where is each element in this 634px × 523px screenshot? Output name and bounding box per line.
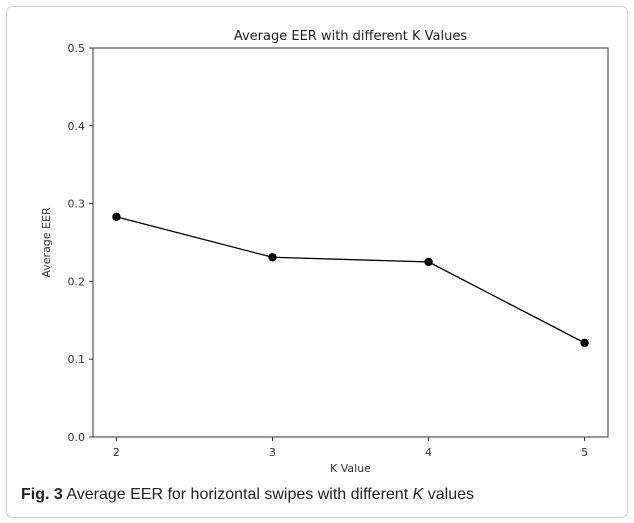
x-tick-label: 3 xyxy=(269,446,276,459)
caption-italic: K xyxy=(412,486,424,503)
x-tick-label: 5 xyxy=(581,446,588,459)
caption-text-before: Average EER for horizontal swipes with d… xyxy=(66,486,409,503)
data-point xyxy=(424,257,433,267)
figure-frame xyxy=(6,6,628,518)
data-point xyxy=(268,253,277,262)
y-tick-label: 0.3 xyxy=(68,198,86,211)
y-tick-label: 0.2 xyxy=(68,275,86,288)
chart-title: Average EER with different K Values xyxy=(234,29,468,44)
x-tick-label: 2 xyxy=(113,446,120,459)
y-axis-title: Average EER xyxy=(40,207,53,278)
data-point xyxy=(112,212,121,222)
x-axis: 2 3 4 5 xyxy=(113,437,588,459)
y-tick-label: 0.0 xyxy=(68,431,86,444)
line-chart: 0.0 0.1 0.2 0.3 0.4 0.5 2 3 4 5 Average EER with… xyxy=(40,29,609,475)
figure-caption: Fig. 3 Average EER for horizontal swipes… xyxy=(21,486,621,504)
data-point xyxy=(580,338,589,348)
x-tick-label: 4 xyxy=(425,446,432,459)
caption-text-after: values xyxy=(427,486,474,503)
y-tick-label: 0.1 xyxy=(68,353,86,366)
x-axis-title: K Value xyxy=(330,462,371,475)
y-tick-label: 0.5 xyxy=(68,42,86,55)
caption-label: Fig. 3 xyxy=(21,486,63,503)
series-points xyxy=(112,212,589,348)
y-tick-label: 0.4 xyxy=(68,120,86,133)
y-axis: 0.0 0.1 0.2 0.3 0.4 0.5 xyxy=(68,42,93,444)
plot-area xyxy=(92,47,609,438)
series-line xyxy=(116,216,585,344)
